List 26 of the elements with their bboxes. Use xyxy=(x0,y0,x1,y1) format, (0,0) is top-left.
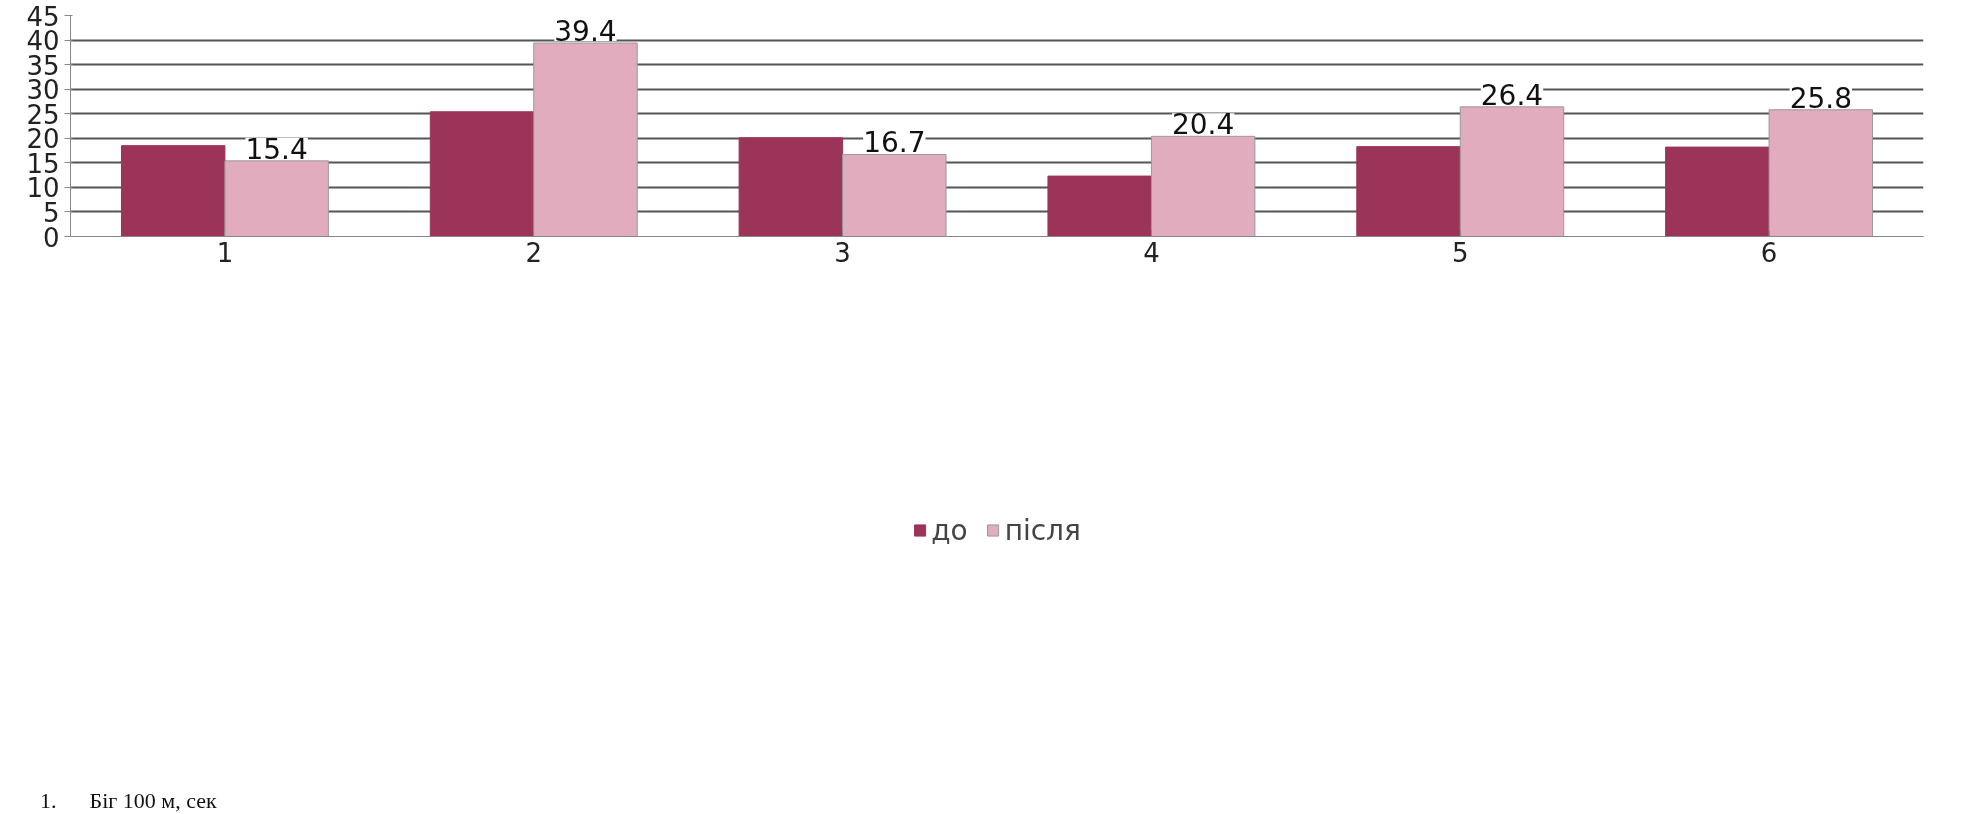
bar xyxy=(1665,146,1770,237)
data-label: 39.4 xyxy=(554,15,617,48)
x-tick-label: 2 xyxy=(525,237,543,268)
x-tick-label: 3 xyxy=(834,237,851,268)
bar xyxy=(1150,135,1256,237)
bar xyxy=(120,145,226,237)
data-label: 26.4 xyxy=(1480,78,1544,112)
x-tick-label: 4 xyxy=(1143,237,1160,268)
bar xyxy=(842,153,947,237)
bar xyxy=(224,160,329,237)
legend-label: до xyxy=(931,513,968,547)
data-label: 25.8 xyxy=(1789,81,1852,115)
x-tick-label: 6 xyxy=(1760,237,1778,268)
bar xyxy=(1356,146,1461,237)
x-tick-label: 1 xyxy=(216,237,234,268)
bar xyxy=(738,137,844,237)
bar xyxy=(429,111,535,237)
text: 1. Біг 100 м, сек xyxy=(40,787,217,814)
bar xyxy=(1047,175,1152,237)
legend-label: після xyxy=(1004,513,1081,547)
data-label: 16.7 xyxy=(863,126,926,160)
bar xyxy=(1459,106,1565,237)
data-label: 20.4 xyxy=(1171,108,1235,142)
x-tick-label: 5 xyxy=(1451,237,1469,268)
data-label: 15.4 xyxy=(245,132,308,166)
bar xyxy=(1768,109,1874,237)
